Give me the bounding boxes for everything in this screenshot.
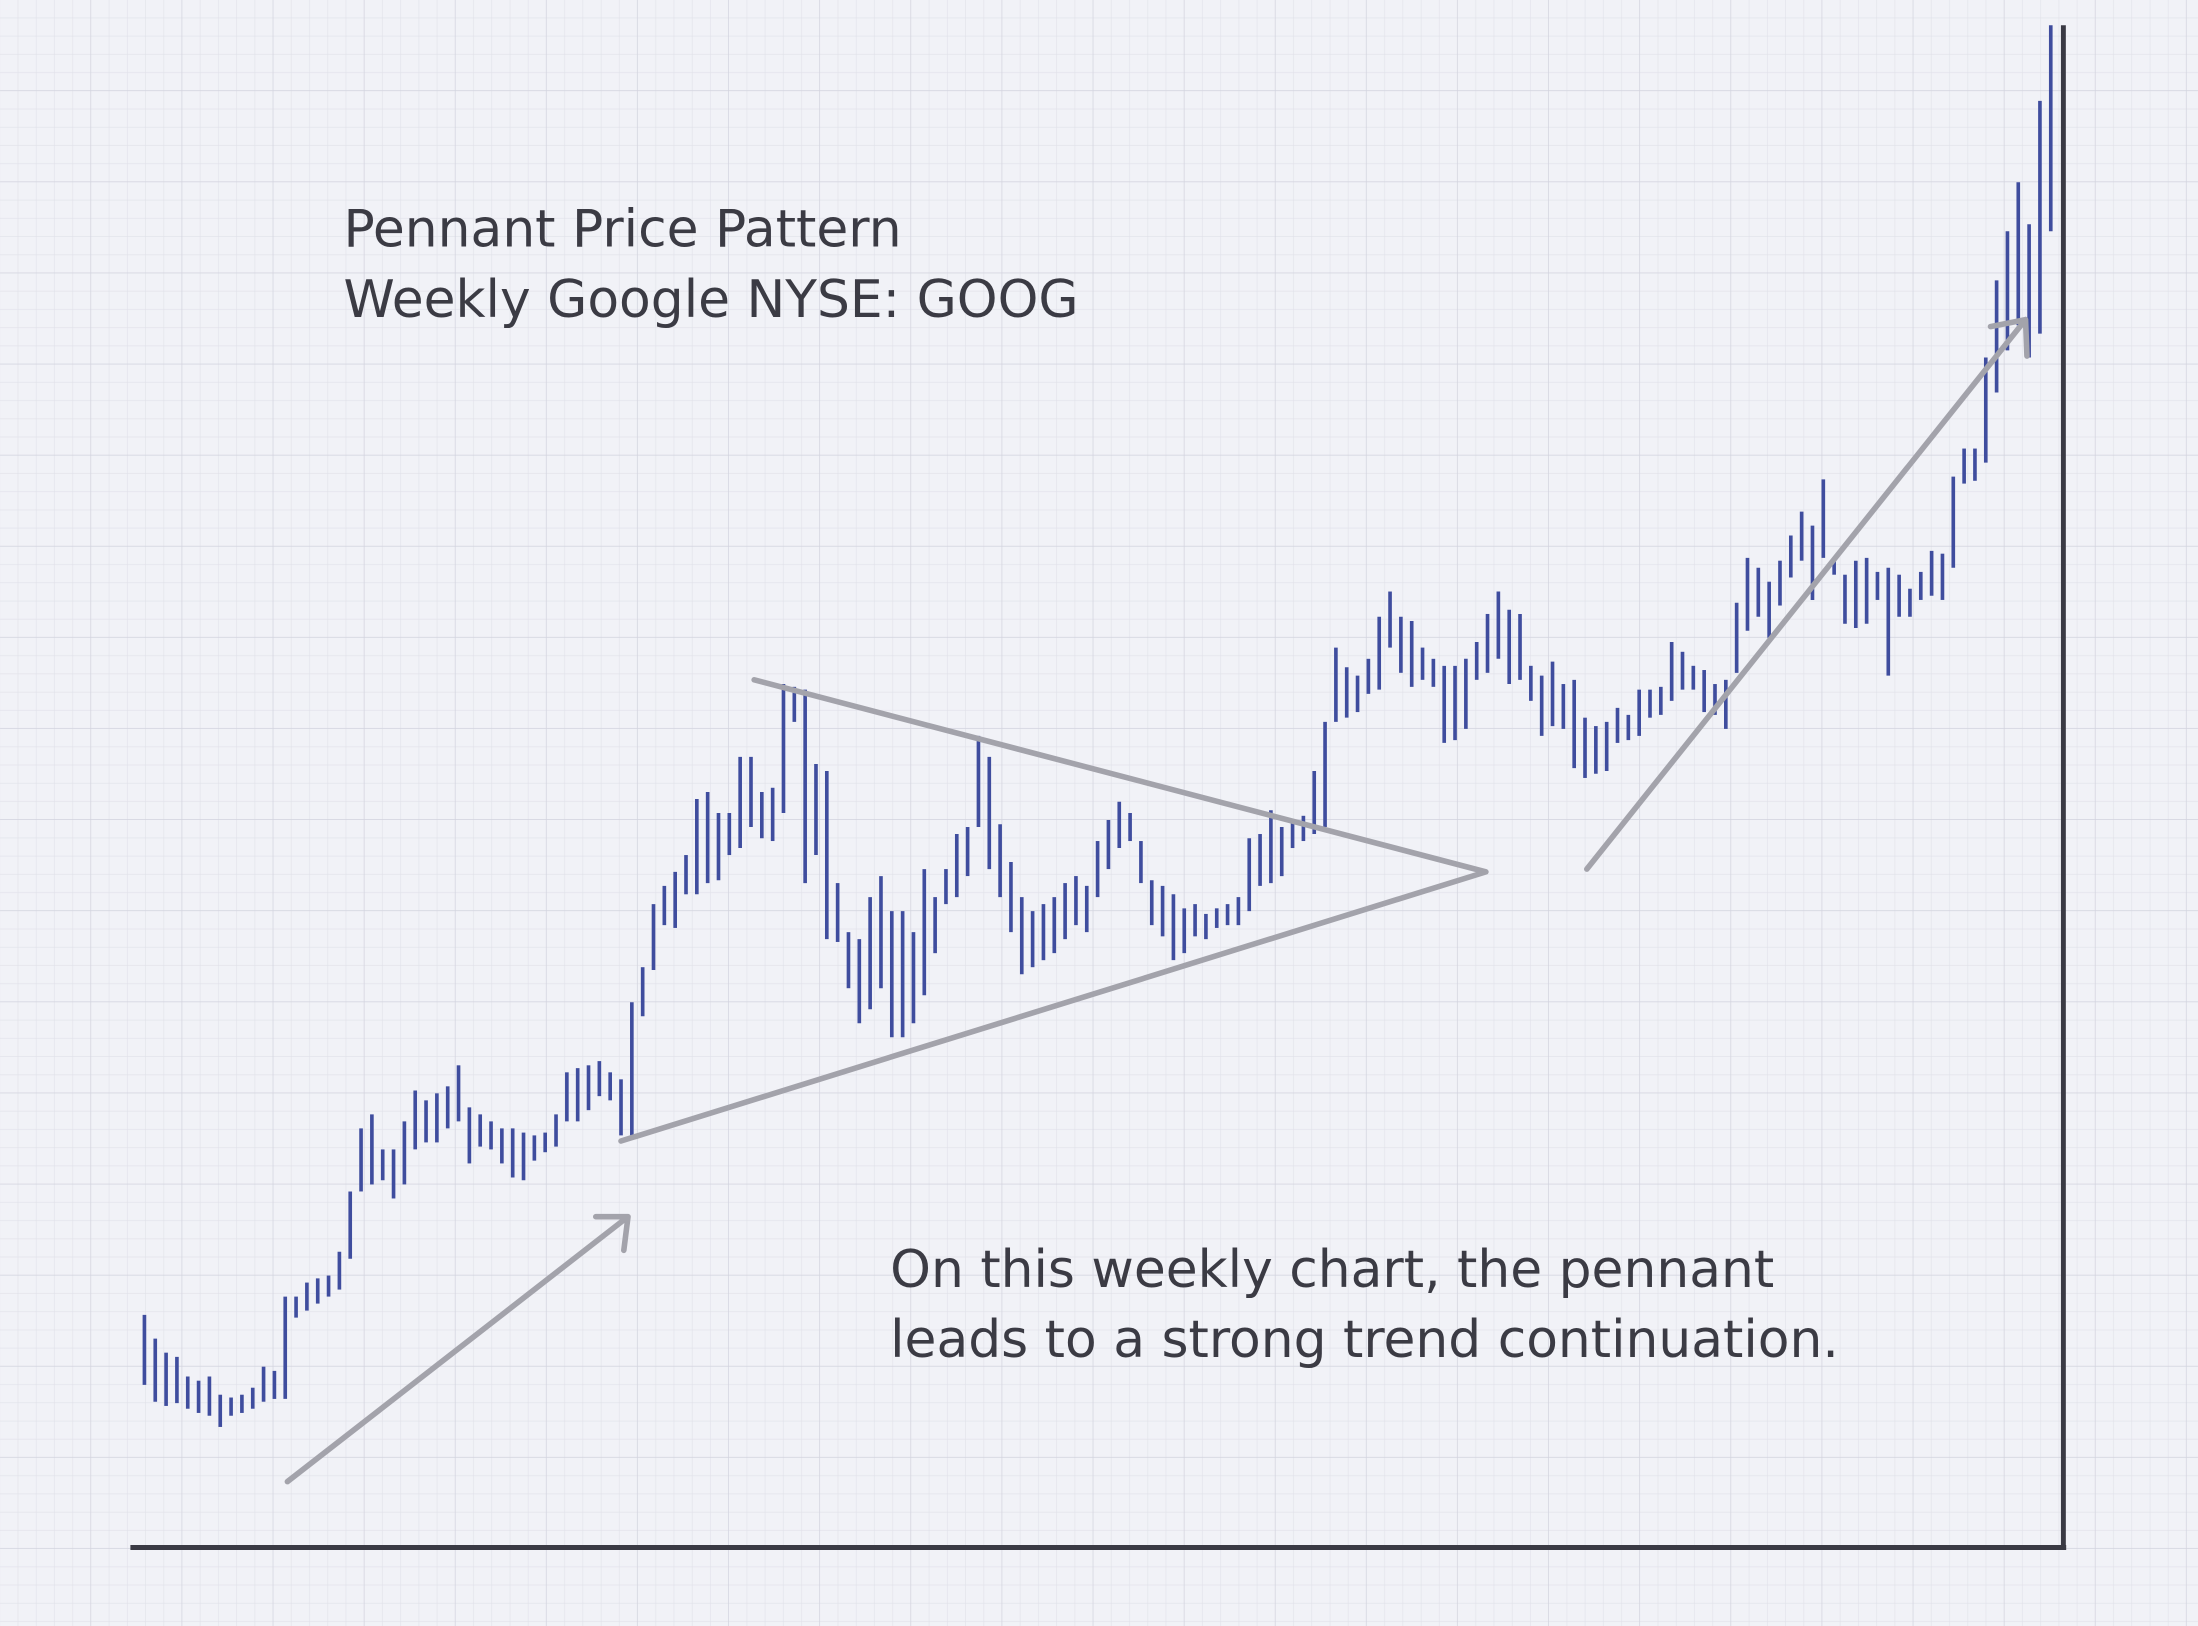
trend-arrow [284,1213,631,1485]
trend-arrow [1583,316,2030,872]
chart-subtitle: Weekly Google NYSE: GOOG [343,270,1078,330]
chart-title: Pennant Price Pattern [343,200,901,260]
annotation: On this weekly chart, the pennant [890,1240,1774,1300]
pennant-lines [618,677,1489,1144]
bars [142,25,2053,1427]
annotation: leads to a strong trend continuation. [890,1310,1839,1370]
